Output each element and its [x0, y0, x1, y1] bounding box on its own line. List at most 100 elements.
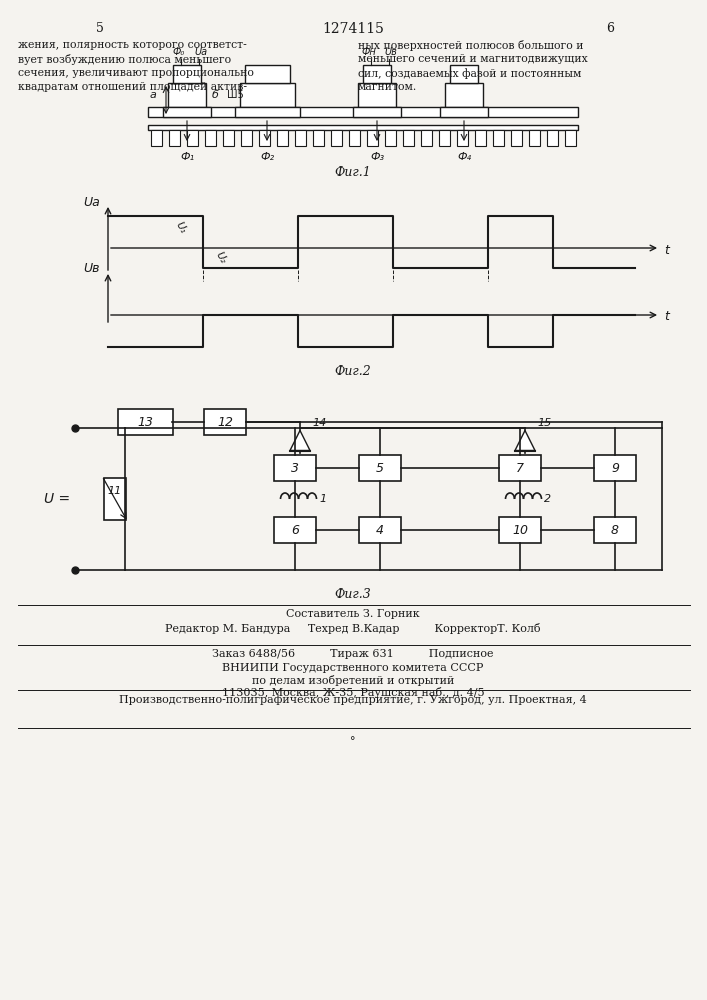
Bar [363, 65, 391, 83]
Text: Ф₄: Ф₄ [457, 152, 471, 162]
Bar [148, 107, 578, 117]
Bar [259, 130, 270, 146]
Bar [594, 455, 636, 481]
Bar [450, 65, 478, 83]
Bar [245, 65, 290, 83]
Text: меньшего сечений и магнитодвижущих: меньшего сечений и магнитодвижущих [358, 54, 588, 64]
Bar [169, 130, 180, 146]
Polygon shape [515, 430, 535, 450]
Text: магнитом.: магнитом. [358, 82, 417, 92]
Text: Производственно-полиграфическое предприятие, г. Ужгород, ул. Проектная, 4: Производственно-полиграфическое предприя… [119, 694, 587, 705]
Text: б: б [211, 90, 218, 100]
Bar [493, 130, 504, 146]
Bar [274, 517, 316, 543]
Text: Заказ 6488/56          Тираж 631          Подписное: Заказ 6488/56 Тираж 631 Подписное [212, 649, 493, 659]
Text: Uв: Uв [83, 262, 100, 275]
Text: 3: 3 [291, 462, 299, 475]
Bar [547, 130, 558, 146]
Text: Uа: Uа [83, 196, 100, 209]
Text: 12: 12 [217, 416, 233, 428]
Bar [240, 83, 295, 107]
Text: t: t [664, 243, 669, 256]
Bar [359, 517, 401, 543]
Text: U₁: U₁ [174, 220, 188, 236]
Bar [274, 455, 316, 481]
Text: сечения, увеличивают пропорционально: сечения, увеличивают пропорционально [18, 68, 254, 78]
Bar [223, 130, 234, 146]
Bar [403, 130, 414, 146]
Text: Составитель З. Горник: Составитель З. Горник [286, 609, 420, 619]
Bar [440, 107, 488, 117]
Bar [529, 130, 540, 146]
Bar [358, 83, 396, 107]
Text: вует возбуждению полюса меньшего: вует возбуждению полюса меньшего [18, 54, 231, 65]
Bar [163, 107, 211, 117]
Text: 2: 2 [544, 494, 551, 504]
Bar [349, 130, 360, 146]
Text: 6: 6 [291, 524, 299, 536]
Text: 4: 4 [376, 524, 384, 536]
Bar [367, 130, 378, 146]
Bar [117, 409, 173, 435]
Bar [148, 125, 578, 130]
Text: 9: 9 [611, 462, 619, 475]
Text: Фиг.2: Фиг.2 [334, 365, 371, 378]
Bar [151, 130, 162, 146]
Text: 7: 7 [516, 462, 524, 475]
Text: ВНИИПИ Государственного комитета СССР: ВНИИПИ Государственного комитета СССР [222, 663, 484, 673]
Text: Uв: Uв [385, 47, 397, 57]
Bar [104, 478, 126, 520]
Bar [499, 455, 541, 481]
Bar [173, 65, 201, 83]
Text: Ф₂: Ф₂ [260, 152, 274, 162]
Text: квадратам отношений площадей актив-: квадратам отношений площадей актив- [18, 82, 247, 92]
Bar [594, 517, 636, 543]
Bar [475, 130, 486, 146]
Text: Ф₃: Ф₃ [370, 152, 384, 162]
Text: 10: 10 [512, 524, 528, 536]
Text: U =: U = [44, 492, 70, 506]
Text: Фиг.3: Фиг.3 [334, 588, 371, 601]
Text: U₂: U₂ [214, 250, 228, 266]
Text: жения, полярность которого соответст-: жения, полярность которого соответст- [18, 40, 247, 50]
Text: 11: 11 [108, 486, 122, 496]
Text: 5: 5 [376, 462, 384, 475]
Text: Uа: Uа [194, 47, 208, 57]
Bar [445, 83, 483, 107]
Text: t: t [664, 310, 669, 324]
Bar [331, 130, 342, 146]
Bar [439, 130, 450, 146]
Text: Ф₀: Ф₀ [173, 47, 185, 57]
Text: 1: 1 [319, 494, 326, 504]
Bar [385, 130, 396, 146]
Text: 6: 6 [606, 22, 614, 35]
Text: Фиг.1: Фиг.1 [334, 166, 371, 179]
Bar [457, 130, 468, 146]
Bar [499, 517, 541, 543]
Bar [511, 130, 522, 146]
Bar [353, 107, 401, 117]
Text: сил, создаваемых фазой и постоянным: сил, создаваемых фазой и постоянным [358, 68, 581, 79]
Bar [168, 83, 206, 107]
Bar [277, 130, 288, 146]
Text: Редактор М. Бандура     Техред В.Кадар          КорректорТ. Колб: Редактор М. Бандура Техред В.Кадар Корре… [165, 623, 541, 634]
Text: °: ° [350, 736, 356, 746]
Bar [235, 107, 300, 117]
Text: 8: 8 [611, 524, 619, 536]
Text: Ф₁: Ф₁ [180, 152, 194, 162]
Bar [295, 130, 306, 146]
Bar [241, 130, 252, 146]
Bar [565, 130, 576, 146]
Text: ных поверхностей полюсов большого и: ных поверхностей полюсов большого и [358, 40, 583, 51]
Text: 14: 14 [312, 418, 326, 428]
Bar [204, 409, 246, 435]
Text: 5: 5 [96, 22, 104, 35]
Bar [205, 130, 216, 146]
Text: 13: 13 [137, 416, 153, 428]
Text: по делам изобретений и открытий: по делам изобретений и открытий [252, 675, 454, 686]
Text: Ш5: Ш5 [227, 90, 243, 100]
Bar [421, 130, 432, 146]
Bar [187, 130, 198, 146]
Bar [359, 455, 401, 481]
Text: Фн: Фн [361, 47, 376, 57]
